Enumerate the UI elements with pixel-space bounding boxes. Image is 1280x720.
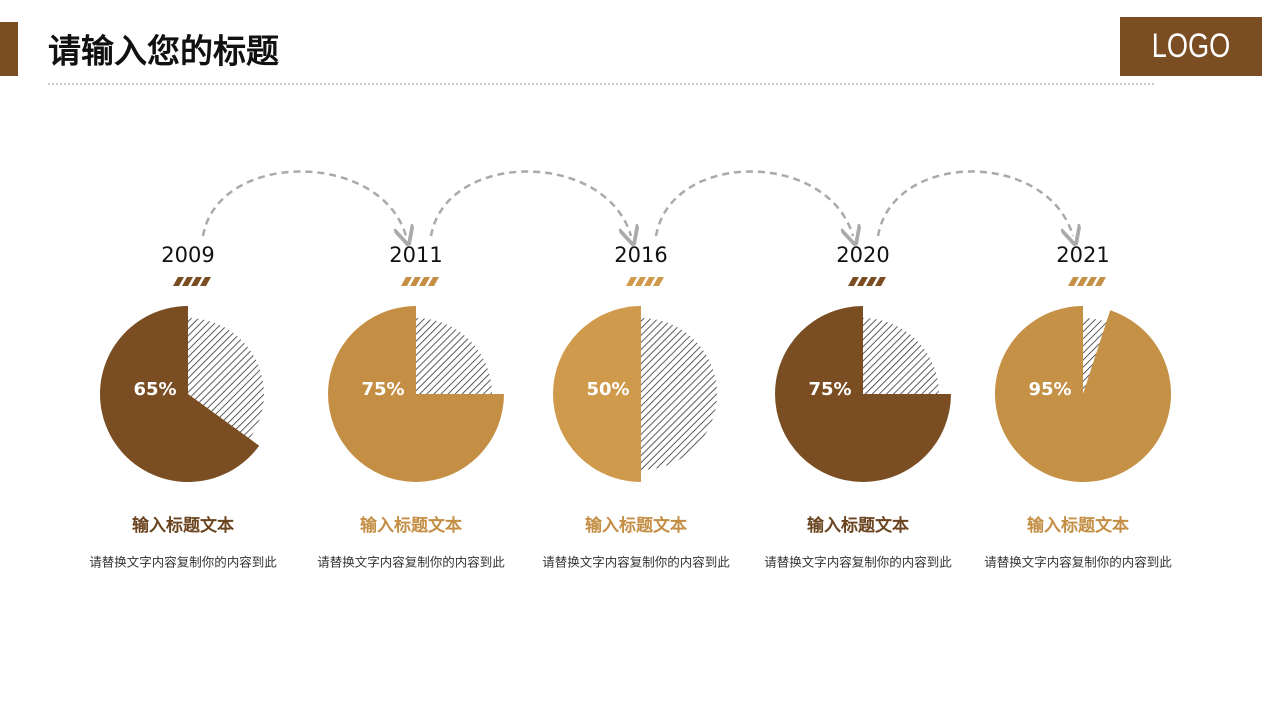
stripe — [173, 277, 184, 286]
stripe — [626, 277, 637, 286]
flow-arrow — [654, 170, 853, 237]
year-label: 2020 — [836, 243, 889, 267]
stripe — [866, 277, 877, 286]
stripe — [1095, 277, 1106, 286]
stripe — [653, 277, 664, 286]
stripe — [401, 277, 412, 286]
year-label: 2011 — [389, 243, 442, 267]
value-label: 75% — [361, 379, 404, 400]
item-heading: 输入标题文本 — [807, 515, 909, 536]
page-title: 请输入您的标题 — [48, 32, 279, 71]
item-heading: 输入标题文本 — [1027, 515, 1129, 536]
pie-slice — [994, 305, 1171, 483]
stripe — [1077, 277, 1088, 286]
stripe — [1086, 277, 1097, 286]
logo: LOGO — [1152, 26, 1231, 65]
item-text: 请替换文字内容复制你的内容到此 — [542, 555, 730, 570]
item-text: 请替换文字内容复制你的内容到此 — [764, 555, 952, 570]
stripe — [419, 277, 430, 286]
value-label: 95% — [1028, 379, 1071, 400]
pie-slice — [100, 306, 260, 482]
logo-box — [1120, 17, 1262, 76]
pie-slice — [553, 306, 641, 482]
stripe — [182, 277, 193, 286]
value-label: 65% — [133, 379, 176, 400]
pie-slice — [328, 306, 504, 482]
stripe — [635, 277, 646, 286]
item-heading: 输入标题文本 — [360, 515, 462, 536]
stripe — [644, 277, 655, 286]
item-text: 请替换文字内容复制你的内容到此 — [89, 555, 277, 570]
flow-arrow — [201, 170, 406, 237]
pie-slice — [775, 306, 951, 482]
stripe — [875, 277, 886, 286]
item-text: 请替换文字内容复制你的内容到此 — [984, 555, 1172, 570]
value-label: 50% — [586, 379, 629, 400]
accent-bar — [0, 22, 18, 76]
stripe — [410, 277, 421, 286]
flow-arrow — [429, 170, 631, 237]
stripe — [1068, 277, 1079, 286]
stripe — [428, 277, 439, 286]
year-label: 2021 — [1056, 243, 1109, 267]
item-text: 请替换文字内容复制你的内容到此 — [317, 555, 505, 570]
item-heading: 输入标题文本 — [132, 515, 234, 536]
flow-arrow — [876, 170, 1073, 237]
stripe — [857, 277, 868, 286]
stripe — [848, 277, 859, 286]
item-heading: 输入标题文本 — [585, 515, 687, 536]
stripe — [200, 277, 211, 286]
value-label: 75% — [808, 379, 851, 400]
stripe — [191, 277, 202, 286]
year-label: 2016 — [614, 243, 667, 267]
year-label: 2009 — [161, 243, 214, 267]
